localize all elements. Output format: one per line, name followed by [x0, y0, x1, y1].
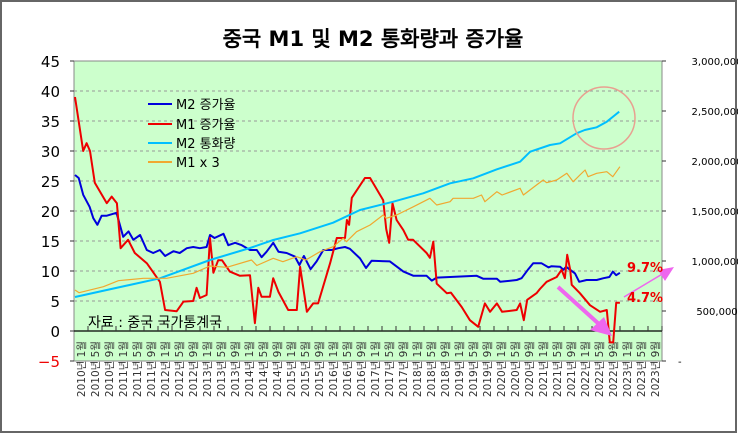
trend-arrow-head: [590, 317, 612, 336]
x-tick-label: 2023년 1월: [622, 341, 634, 397]
y-axis-left: 45 40 35 30 25 20 15 10 5 0 −5: [38, 53, 74, 371]
legend-label-m1-growth: M1 증가율: [176, 118, 236, 133]
x-tick-label: 2015년 1월: [286, 341, 298, 397]
x-tick-label: 2012년 1월: [160, 341, 172, 397]
series-line-1: [74, 174, 621, 283]
x-tick-label: 2021년 1월: [538, 341, 550, 397]
y-left-tick-label: 30: [41, 143, 60, 161]
x-tick-label: 2010년 5월: [90, 341, 102, 397]
series-lines: [74, 96, 621, 344]
series-line-3: [74, 110, 620, 298]
trend-arrow-line: [556, 285, 602, 327]
x-tick-label: 2011년 9월: [146, 341, 158, 397]
y-left-tick-label: 25: [41, 173, 60, 191]
x-tick-label: 2013년 5월: [216, 341, 228, 397]
x-tick-label: 2013년 9월: [230, 341, 242, 397]
y-left-tick-label: 35: [41, 113, 60, 131]
x-tick-label: 2023년 5월: [636, 341, 648, 397]
y-left-tick-label: 20: [41, 203, 60, 221]
x-tick-label: 2016년 1월: [328, 341, 340, 397]
annotation-m2-latest: 9.7%: [627, 261, 663, 276]
x-tick-label: 2012년 9월: [188, 341, 200, 397]
x-tick-label: 2013년 1월: [202, 341, 214, 397]
y-left-tick-label: 15: [41, 233, 60, 251]
x-tick-label: 2023년 9월: [650, 341, 662, 397]
legend-label-m2-growth: M2 증가율: [176, 98, 236, 113]
y-left-tick-label: 10: [41, 263, 60, 281]
y-right-tick-label: 2,500,000: [692, 107, 738, 118]
x-tick-label: 2014년 5월: [258, 341, 270, 397]
x-tick-label: 2018년 9월: [440, 341, 452, 397]
y-left-tick-label: −5: [38, 353, 60, 371]
x-tick-label: 2010년 9월: [104, 341, 116, 397]
x-tick-label: 2021년 5월: [552, 341, 564, 397]
y-left-tick-label: 5: [50, 293, 60, 311]
x-tick-label: 2022년 9월: [608, 341, 620, 397]
x-tick-label: 2018년 5월: [426, 341, 438, 397]
x-tick-label: 2018년 1월: [412, 341, 424, 397]
annotation-m1-latest: 4.7%: [627, 291, 663, 306]
x-tick-label: 2014년 9월: [272, 341, 284, 397]
pointer-arrow-head: [658, 267, 674, 281]
y-axis-right: 3,000,000 2,500,000 2,000,000 1,500,000 1,00…: [662, 57, 738, 368]
x-tick-label: 2022년 5월: [594, 341, 606, 397]
x-tick-label: 2011년 1월: [118, 341, 130, 397]
x-tick-label: 2015년 5월: [300, 341, 312, 397]
y-right-tick-label: 1,000,000: [692, 257, 738, 268]
y-right-tick-label: -: [678, 357, 682, 368]
y-right-tick-label: 3,000,000: [692, 57, 738, 68]
y-left-tick-label: 40: [41, 83, 60, 101]
x-tick-label: 2019년 1월: [454, 341, 466, 397]
x-tick-label: 2010년 1월: [76, 341, 88, 397]
x-tick-label: 2021년 9월: [566, 341, 578, 397]
series-line-4: [74, 166, 621, 294]
series-line-2: [74, 96, 620, 344]
source-note: 자료 : 중국 국가통계국: [88, 315, 222, 331]
x-tick-label: 2011년 5월: [132, 341, 144, 397]
highlight-circle: [572, 86, 636, 150]
x-tick-label: 2022년 1월: [580, 341, 592, 397]
x-tick-label: 2019년 9월: [482, 341, 494, 397]
x-tick-label: 2020년 5월: [510, 341, 522, 397]
x-tick-label: 2017년 9월: [398, 341, 410, 397]
y-left-tick-label: 0: [50, 323, 60, 341]
x-tick-label: 2016년 9월: [356, 341, 368, 397]
x-axis: 2010년 1월 2010년 5월 2010년 9월 2011년 1월 2011년 5월…: [74, 326, 663, 397]
pointer-arrow-line: [623, 272, 665, 298]
x-tick-label: 2014년 1월: [244, 341, 256, 397]
grid: [74, 90, 662, 302]
x-tick-label: 2017년 1월: [370, 341, 382, 397]
y-right-tick-label: 1,500,000: [692, 207, 738, 218]
x-tick-label: 2012년 5월: [174, 341, 186, 397]
legend: M2 증가율 M1 증가율 M2 통화량 M1 x 3: [148, 98, 236, 171]
y-left-tick-label: 45: [41, 53, 60, 71]
y-right-tick-label: 2,000,000: [692, 157, 738, 168]
legend-label-m1x3: M1 x 3: [176, 156, 220, 171]
x-tick-label: 2020년 9월: [524, 341, 536, 397]
legend-label-m2-amount: M2 통화량: [176, 137, 236, 152]
x-tick-label: 2020년 1월: [496, 341, 508, 397]
x-tick-label: 2016년 5월: [342, 341, 354, 397]
chart-title: 중국 M1 및 M2 통화량과 증가율: [223, 27, 524, 51]
x-tick-label: 2015년 9월: [314, 341, 326, 397]
x-tick-label: 2017년 5월: [384, 341, 396, 397]
x-tick-label: 2019년 5월: [468, 341, 480, 397]
y-right-tick-label: 500,000: [696, 307, 737, 318]
